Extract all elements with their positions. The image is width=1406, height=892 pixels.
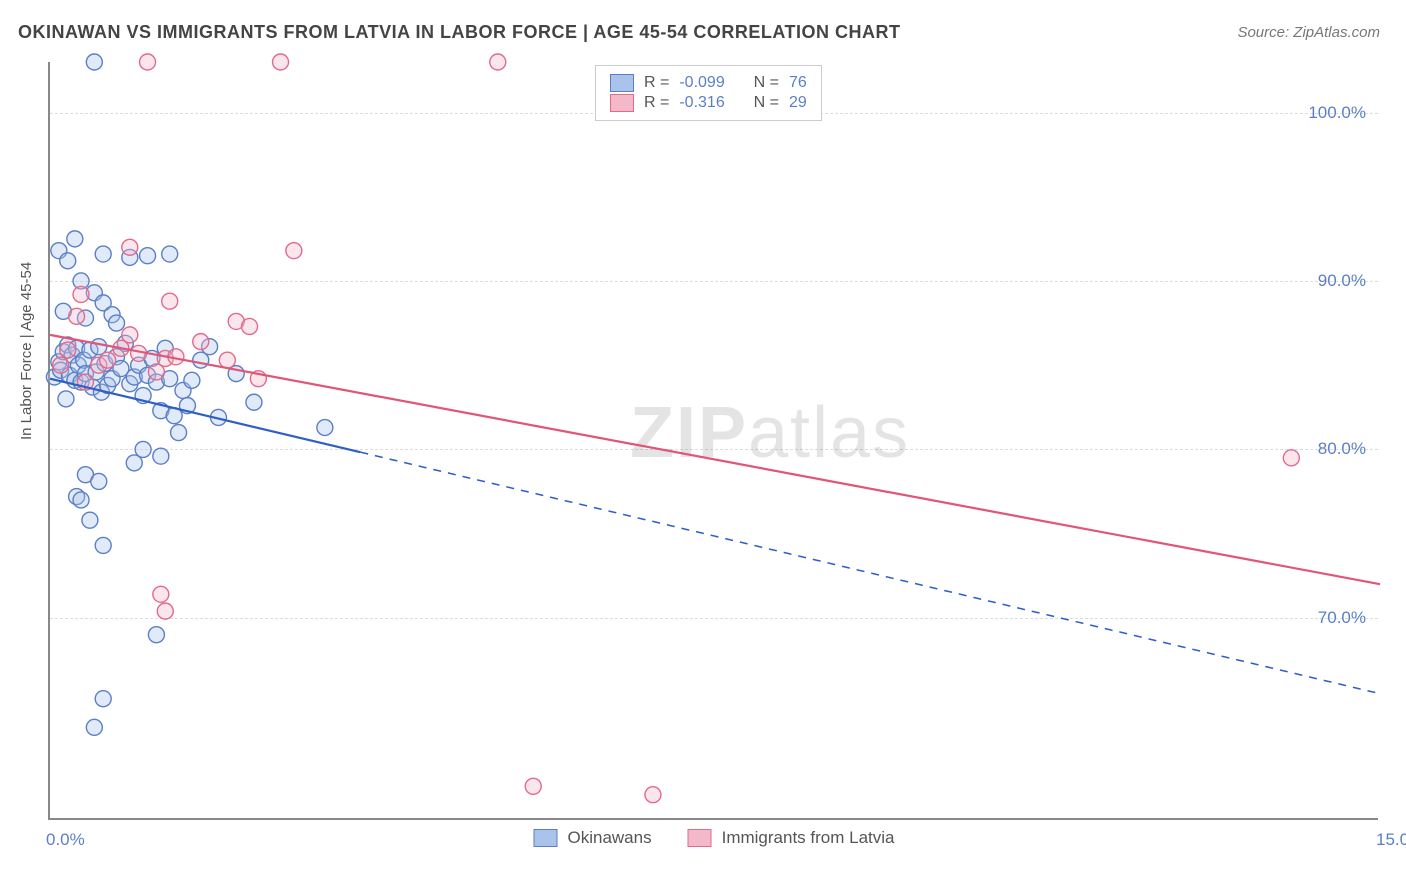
legend-series-label: Okinawans [568,828,652,848]
data-point [95,537,111,553]
data-point [95,691,111,707]
data-point [148,627,164,643]
data-point [140,248,156,264]
legend-r-value: -0.099 [679,74,724,92]
data-point [184,372,200,388]
legend-r-label: R = [644,74,669,92]
data-point [286,243,302,259]
data-point [126,455,142,471]
legend-item: Immigrants from Latvia [688,828,895,848]
data-point [73,492,89,508]
y-axis-label: In Labor Force | Age 45-54 [18,262,35,440]
data-point [242,318,258,334]
legend-row: R = -0.316 N = 29 [610,94,807,112]
data-point [69,308,85,324]
data-point [246,394,262,410]
legend-r-label: R = [644,94,669,112]
data-point [140,54,156,70]
data-point [82,512,98,528]
data-point [91,473,107,489]
scatter-svg [50,62,1380,820]
regression-line [50,335,1380,584]
x-tick-label: 15.0% [1376,830,1406,850]
legend-n-value: 76 [789,74,807,92]
legend-item: Okinawans [534,828,652,848]
data-point [490,54,506,70]
data-point [645,787,661,803]
data-point [122,327,138,343]
legend-row: R = -0.099 N = 76 [610,74,807,92]
data-point [100,352,116,368]
data-point [317,420,333,436]
chart-title: OKINAWAN VS IMMIGRANTS FROM LATVIA IN LA… [18,22,901,43]
data-point [193,334,209,350]
data-point [60,253,76,269]
data-point [86,719,102,735]
legend-swatch [610,94,634,112]
data-point [219,352,235,368]
data-point [109,315,125,331]
data-point [171,425,187,441]
regression-line [50,379,360,452]
x-tick-label: 0.0% [46,830,85,850]
legend-n-label: N = [754,94,779,112]
data-point [162,293,178,309]
data-point [273,54,289,70]
data-point [53,357,69,373]
data-point [153,586,169,602]
data-point [73,286,89,302]
data-point [525,778,541,794]
data-point [58,391,74,407]
data-point [162,246,178,262]
legend-series-label: Immigrants from Latvia [722,828,895,848]
data-point [95,246,111,262]
legend-r-value: -0.316 [679,94,724,112]
data-point [122,239,138,255]
legend-n-label: N = [754,74,779,92]
legend-n-value: 29 [789,94,807,112]
data-point [60,342,76,358]
legend-swatch [688,829,712,847]
data-point [1283,450,1299,466]
data-point [86,54,102,70]
series-legend: Okinawans Immigrants from Latvia [534,828,895,848]
correlation-legend: R = -0.099 N = 76 R = -0.316 N = 29 [595,65,822,121]
legend-swatch [534,829,558,847]
plot-area: 70.0%80.0%90.0%100.0%0.0%15.0% ZIPatlas … [48,62,1378,820]
data-point [157,603,173,619]
data-point [153,448,169,464]
legend-swatch [610,74,634,92]
source-attribution: Source: ZipAtlas.com [1237,24,1380,41]
data-point [67,231,83,247]
